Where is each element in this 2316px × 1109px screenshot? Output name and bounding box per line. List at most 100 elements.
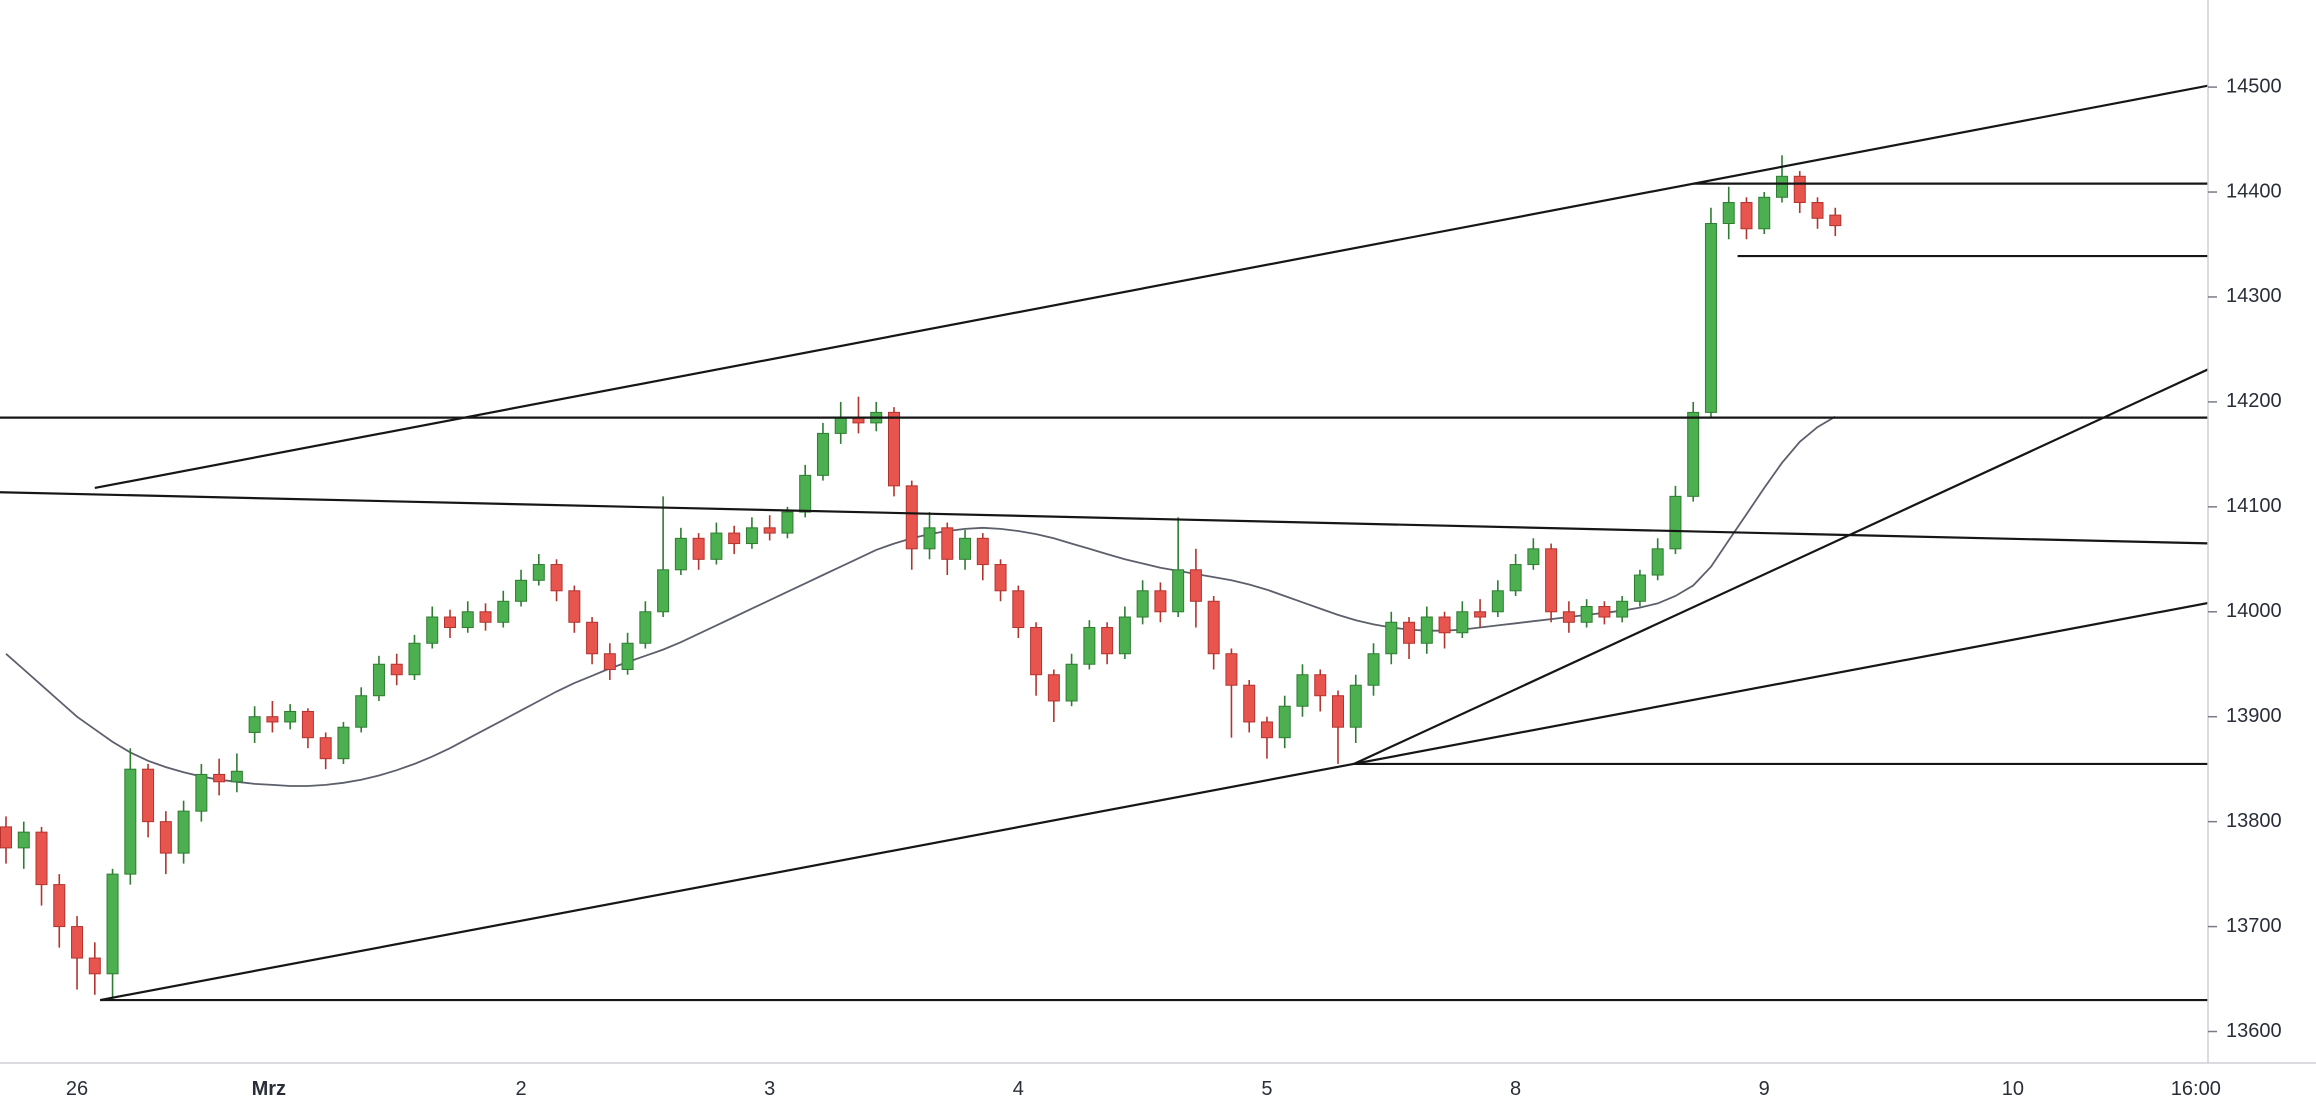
candle-body <box>550 564 563 592</box>
candle-body <box>1030 627 1043 676</box>
time-axis-label: 9 <box>1759 1078 1770 1100</box>
time-axis-label: 26 <box>66 1078 88 1100</box>
candle-body <box>461 611 474 629</box>
candle-body <box>1793 175 1806 204</box>
candle-body <box>1740 202 1753 230</box>
candle-body <box>532 564 545 581</box>
candle-body <box>941 527 954 560</box>
candle-body <box>53 884 66 928</box>
steep-ascending-line[interactable] <box>1353 365 2217 765</box>
candle-body <box>1633 574 1646 602</box>
candle-body <box>142 768 155 823</box>
candle-body <box>763 527 776 534</box>
candle-body <box>35 831 48 886</box>
candle-body <box>177 810 190 854</box>
candle-body <box>479 611 492 623</box>
candle-body <box>1438 616 1451 634</box>
upper-channel-line[interactable] <box>94 84 2217 490</box>
candle-body <box>816 432 829 476</box>
time-axis-label: Mrz <box>252 1078 286 1100</box>
candle-body <box>1367 653 1380 686</box>
candle-body <box>1154 590 1167 613</box>
candle-body <box>1651 548 1664 576</box>
candle-body <box>568 590 581 623</box>
candle-body <box>639 611 652 644</box>
time-axis[interactable]: 26 Mrz 2 3 4 5 8 9 10 16:00 <box>0 1062 2316 1100</box>
candle-body <box>1207 600 1220 655</box>
candle-body <box>301 710 314 739</box>
candle-body <box>337 726 350 760</box>
candle-body <box>1527 548 1540 566</box>
candle-body <box>88 957 101 975</box>
candle-body <box>1616 600 1629 618</box>
candle-body <box>959 537 972 560</box>
candle-body <box>905 485 918 550</box>
candle-body <box>781 511 794 534</box>
candle-body <box>1509 564 1522 592</box>
candle-body <box>1385 621 1398 655</box>
candle-body <box>1420 616 1433 644</box>
candle-body <box>1687 411 1700 497</box>
candle-body <box>372 663 385 697</box>
moving-average-line <box>5 415 1836 787</box>
candle-body <box>657 569 670 613</box>
candle-body <box>1811 202 1824 219</box>
candle-body <box>1722 202 1735 225</box>
candle-body <box>745 527 758 545</box>
plot-area[interactable] <box>0 84 2217 1002</box>
time-axis-label: 5 <box>1261 1078 1272 1100</box>
candle-body <box>1172 569 1185 613</box>
candle-body <box>284 710 297 723</box>
candle-body <box>888 411 900 487</box>
candle-body <box>1598 606 1611 618</box>
candle-body <box>1562 611 1575 623</box>
candle-body <box>1491 590 1504 613</box>
candle-body <box>1403 621 1416 644</box>
candle-body <box>195 773 208 812</box>
price-axis-label: 14100 <box>2226 495 2282 517</box>
candle-body <box>994 564 1007 592</box>
lower-channel-line[interactable] <box>99 601 2217 1002</box>
candle-body <box>710 532 723 560</box>
candle-body <box>1260 721 1273 739</box>
trend-lines-layer <box>0 84 2217 1002</box>
candle-body <box>444 616 456 629</box>
candle-body <box>17 831 30 849</box>
candle-body <box>230 770 243 783</box>
candle-body <box>1136 590 1149 618</box>
candle-body <box>355 695 368 728</box>
candle-body <box>1456 611 1469 634</box>
candle-body <box>159 821 172 854</box>
candle-body <box>497 600 510 623</box>
candle-body <box>799 474 812 513</box>
time-axis-label: 3 <box>764 1078 775 1100</box>
candle-body <box>1118 616 1131 655</box>
price-axis-label: 14000 <box>2226 600 2282 622</box>
candle-body <box>1278 705 1291 739</box>
candle-body <box>728 532 741 545</box>
candle-body <box>266 716 279 723</box>
candle-body <box>1225 653 1238 686</box>
candle-body <box>1083 627 1096 665</box>
candle-body <box>426 616 439 644</box>
candle-body <box>923 527 936 550</box>
candle-body <box>1474 611 1487 618</box>
candle-body <box>674 537 687 571</box>
price-axis-label: 14500 <box>2226 75 2282 97</box>
candle-body <box>1065 663 1078 702</box>
candle-body <box>1296 674 1309 707</box>
price-axis-label: 13900 <box>2226 705 2282 727</box>
price-axis[interactable]: 14500 14400 14300 14200 14100 14000 13900 13800… <box>2207 0 2282 1063</box>
time-axis-label: 2 <box>515 1078 526 1100</box>
candle-body <box>692 537 705 560</box>
candle-body <box>586 621 599 655</box>
candle-body <box>0 826 12 849</box>
candle-body <box>248 716 261 733</box>
candle-body <box>71 926 84 959</box>
price-axis-label: 13700 <box>2226 915 2282 937</box>
candle-body <box>1580 606 1593 623</box>
candle-body <box>390 663 403 676</box>
